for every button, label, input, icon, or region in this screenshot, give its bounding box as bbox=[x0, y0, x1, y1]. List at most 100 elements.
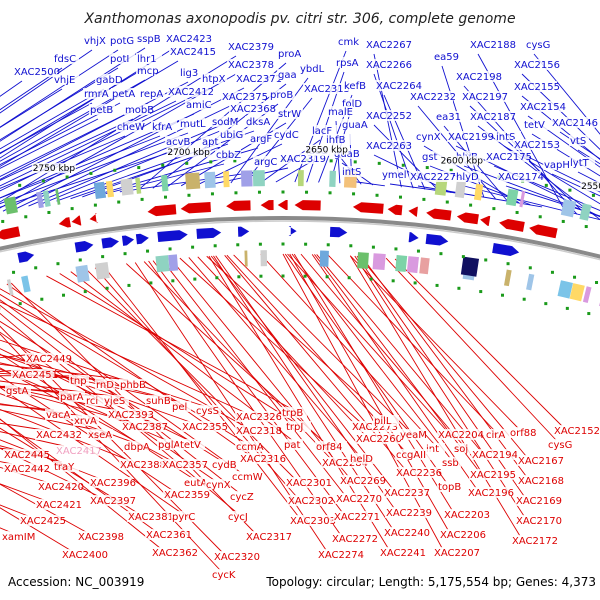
scale-label-bg bbox=[580, 181, 600, 192]
forward-gene-arrow bbox=[135, 233, 149, 245]
top-gene-label: cysG bbox=[526, 40, 550, 51]
bottom-gene-leader-line bbox=[0, 431, 65, 447]
top-gene-label-bg bbox=[245, 116, 271, 127]
top-gene-leader-line bbox=[0, 88, 105, 150]
top-gene-label: XAC2368 bbox=[230, 104, 276, 115]
bottom-gene-label: XAC2355 bbox=[182, 422, 228, 433]
bottom-gene-leader-line bbox=[0, 380, 113, 397]
top-gene-label: gst bbox=[422, 152, 438, 163]
top-gene-label-bg bbox=[485, 151, 529, 162]
top-gene-label: cynX bbox=[416, 132, 441, 143]
bottom-gene-label: parA bbox=[60, 392, 84, 403]
reverse-gene-arrow bbox=[277, 200, 288, 211]
bottom-gene-label-bg bbox=[315, 441, 347, 452]
tick-mark bbox=[233, 159, 237, 163]
bottom-gene-label: XAC2303 bbox=[290, 516, 336, 527]
top-gene-label-bg bbox=[303, 83, 347, 94]
bottom-gene-label-bg bbox=[355, 433, 399, 444]
outer-category-tile bbox=[454, 181, 466, 199]
top-gene-label: proA bbox=[278, 49, 301, 60]
tick-mark bbox=[584, 225, 588, 229]
scale-label: 2550 kbp bbox=[581, 182, 600, 192]
bottom-gene-label-bg bbox=[239, 453, 283, 464]
tick-mark bbox=[281, 274, 285, 278]
top-gene-label-bg bbox=[151, 121, 177, 132]
bottom-gene-label: ccmW bbox=[232, 472, 263, 483]
bottom-gene-label: XAC2432 bbox=[36, 430, 82, 441]
bottom-gene-label: trpJ bbox=[286, 422, 303, 433]
tick-mark bbox=[591, 193, 595, 197]
bottom-gene-label-bg bbox=[179, 439, 205, 450]
tick-mark bbox=[24, 215, 28, 219]
bottom-gene-label-bg bbox=[89, 477, 133, 488]
top-gene-label: kefB bbox=[344, 81, 366, 92]
bottom-gene-leader-line bbox=[358, 255, 527, 457]
top-gene-label: XAC2154 bbox=[520, 102, 566, 113]
outer-category-tile bbox=[240, 170, 253, 187]
bottom-gene-label-bg bbox=[335, 493, 379, 504]
top-gene-label-bg bbox=[569, 157, 595, 168]
bottom-gene-leader-line bbox=[0, 483, 87, 533]
tick-mark bbox=[565, 306, 569, 310]
reverse-gene-arrow bbox=[294, 200, 321, 211]
top-gene-label: XAC2188 bbox=[470, 40, 516, 51]
bottom-gene-label-bg bbox=[73, 415, 99, 426]
top-gene-label: lig3 bbox=[180, 68, 198, 79]
bottom-gene-label-bg bbox=[379, 547, 423, 558]
tick-mark bbox=[210, 192, 214, 196]
tick-mark bbox=[70, 207, 74, 211]
bottom-gene-label-bg bbox=[127, 511, 171, 522]
bottom-gene-label: rnD bbox=[96, 380, 114, 391]
top-gene-label: rmrA bbox=[84, 89, 109, 100]
top-gene-label: ihfB bbox=[326, 135, 346, 146]
outer-category-tile bbox=[120, 178, 134, 196]
inner-category-tile bbox=[569, 283, 585, 302]
bottom-gene-leader-line bbox=[0, 304, 239, 493]
bottom-gene-label-bg bbox=[399, 429, 425, 440]
bottom-gene-label: XAC2388 bbox=[120, 460, 166, 471]
top-gene-label-bg bbox=[525, 39, 551, 50]
bottom-gene-label-bg bbox=[45, 409, 71, 420]
bottom-gene-leader-line bbox=[188, 257, 359, 455]
tick-mark bbox=[234, 191, 238, 195]
top-gene-label: tetV bbox=[524, 120, 545, 131]
top-gene-label-bg bbox=[53, 74, 79, 85]
bottom-gene-label: XAC2260 bbox=[356, 434, 402, 445]
top-gene-label: cheW bbox=[117, 122, 145, 133]
bottom-gene-label: XAC2196 bbox=[468, 488, 514, 499]
top-gene-label: amiC bbox=[186, 100, 212, 111]
bottom-gene-label-bg bbox=[89, 495, 133, 506]
top-gene-label: dksA bbox=[246, 117, 270, 128]
inner-category-tile bbox=[419, 257, 430, 275]
bottom-gene-label: XAC2284 bbox=[322, 458, 368, 469]
bottom-gene-label: topB bbox=[438, 482, 461, 493]
reverse-gene-arrow bbox=[180, 201, 211, 214]
tick-mark bbox=[391, 279, 395, 283]
top-gene-label: ea59 bbox=[434, 52, 459, 63]
bottom-gene-leader-line bbox=[0, 445, 63, 463]
inner-category-tile bbox=[6, 279, 14, 296]
bottom-gene-label-bg bbox=[25, 353, 69, 364]
backbone-shadow bbox=[0, 220, 600, 261]
top-gene-leader-line bbox=[0, 135, 126, 189]
top-gene-label-bg bbox=[13, 66, 57, 77]
bottom-gene-label: vacA bbox=[46, 410, 71, 421]
top-gene-label-bg bbox=[279, 153, 323, 164]
tick-mark bbox=[303, 274, 307, 278]
bottom-gene-label: xseA bbox=[88, 430, 112, 441]
top-gene-label: cydC bbox=[274, 130, 299, 141]
bottom-gene-label-bg bbox=[87, 429, 113, 440]
bottom-gene-leader-line bbox=[0, 418, 161, 549]
top-gene-leader-line bbox=[0, 102, 149, 178]
top-gene-leader-line bbox=[531, 133, 600, 177]
inner-category-tile bbox=[406, 256, 419, 274]
bottom-gene-label-bg bbox=[317, 549, 361, 560]
scale-label-bg bbox=[166, 147, 211, 158]
top-gene-label: mutL bbox=[180, 119, 206, 130]
bottom-gene-label: eutA bbox=[184, 478, 207, 489]
bottom-gene-label-bg bbox=[443, 509, 487, 520]
outer-category-tile bbox=[505, 188, 519, 207]
bottom-gene-label: cycZ bbox=[230, 492, 254, 503]
bottom-gene-label-bg bbox=[339, 475, 383, 486]
top-gene-label-bg bbox=[179, 67, 205, 78]
